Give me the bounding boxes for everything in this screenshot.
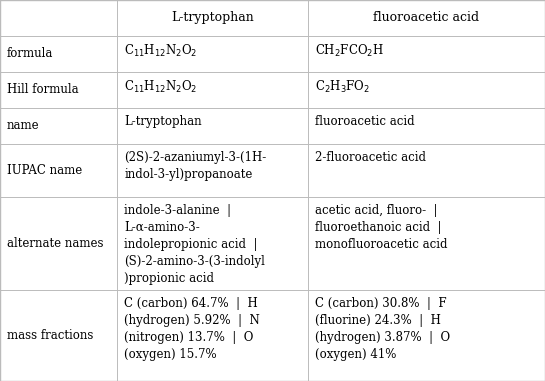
Text: alternate names: alternate names — [7, 237, 104, 250]
Text: IUPAC name: IUPAC name — [7, 164, 82, 177]
Text: L-tryptophan: L-tryptophan — [171, 11, 254, 24]
Text: fluoroacetic acid: fluoroacetic acid — [373, 11, 480, 24]
Text: C (carbon) 64.7%  |  H
(hydrogen) 5.92%  |  N
(nitrogen) 13.7%  |  O
(oxygen) 15: C (carbon) 64.7% | H (hydrogen) 5.92% | … — [124, 297, 260, 361]
Text: L-tryptophan: L-tryptophan — [124, 115, 202, 128]
Text: 2-fluoroacetic acid: 2-fluoroacetic acid — [315, 151, 426, 164]
Text: acetic acid, fluoro-  |
fluoroethanoic acid  |
monofluoroacetic acid: acetic acid, fluoro- | fluoroethanoic ac… — [315, 204, 447, 251]
Text: CH$_{2}$FCO$_{2}$H: CH$_{2}$FCO$_{2}$H — [315, 43, 384, 59]
Text: mass fractions: mass fractions — [7, 329, 93, 342]
Text: (2S)-2-azaniumyl-3-(1H-
indol-3-yl)propanoate: (2S)-2-azaniumyl-3-(1H- indol-3-yl)propa… — [124, 151, 267, 181]
Text: fluoroacetic acid: fluoroacetic acid — [315, 115, 415, 128]
Text: indole-3-alanine  |
L-α-amino-3-
indolepropionic acid  |
(S)-2-amino-3-(3-indoly: indole-3-alanine | L-α-amino-3- indolepr… — [124, 204, 265, 285]
Text: Hill formula: Hill formula — [7, 83, 78, 96]
Text: C$_{11}$H$_{12}$N$_{2}$O$_{2}$: C$_{11}$H$_{12}$N$_{2}$O$_{2}$ — [124, 79, 197, 95]
Text: C (carbon) 30.8%  |  F
(fluorine) 24.3%  |  H
(hydrogen) 3.87%  |  O
(oxygen) 41: C (carbon) 30.8% | F (fluorine) 24.3% | … — [315, 297, 450, 361]
Text: C$_{11}$H$_{12}$N$_{2}$O$_{2}$: C$_{11}$H$_{12}$N$_{2}$O$_{2}$ — [124, 43, 197, 59]
Text: C$_{2}$H$_{3}$FO$_{2}$: C$_{2}$H$_{3}$FO$_{2}$ — [315, 79, 370, 95]
Text: name: name — [7, 119, 40, 133]
Text: formula: formula — [7, 48, 53, 61]
